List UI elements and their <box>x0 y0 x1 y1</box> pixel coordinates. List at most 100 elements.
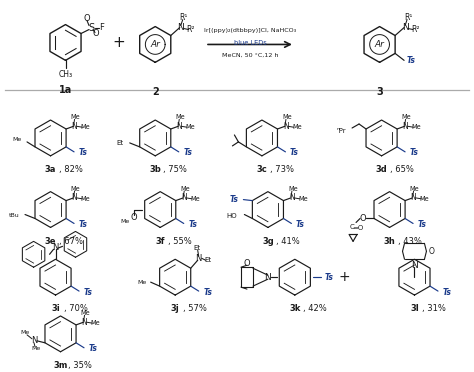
Text: , 55%: , 55% <box>168 237 192 246</box>
Text: 3j: 3j <box>171 305 180 314</box>
Text: 3i: 3i <box>51 305 60 314</box>
Text: Me: Me <box>81 310 91 316</box>
Text: , 73%: , 73% <box>270 165 294 174</box>
Text: , 65%: , 65% <box>390 165 413 174</box>
Text: R¹: R¹ <box>180 13 188 22</box>
Text: N: N <box>82 318 87 327</box>
Text: N: N <box>195 254 202 263</box>
Text: O: O <box>244 259 250 268</box>
Text: 3g: 3g <box>262 237 274 246</box>
Text: MeCN, 50 °C,12 h: MeCN, 50 °C,12 h <box>222 53 278 58</box>
Text: , 75%: , 75% <box>163 165 187 174</box>
Text: C: C <box>350 224 355 230</box>
Text: N: N <box>31 336 37 345</box>
Text: Me: Me <box>185 124 195 130</box>
Text: N: N <box>402 23 409 32</box>
Text: Ts: Ts <box>230 195 239 204</box>
Text: O: O <box>428 247 434 256</box>
Text: 3b: 3b <box>149 165 161 174</box>
Text: Ts: Ts <box>89 344 98 353</box>
Text: +: + <box>112 35 125 50</box>
Text: 1a: 1a <box>59 85 72 95</box>
Text: R¹: R¹ <box>404 13 412 22</box>
Text: Et: Et <box>117 140 124 146</box>
Text: Me: Me <box>298 196 308 202</box>
Text: , 42%: , 42% <box>303 305 327 314</box>
Text: HO: HO <box>227 212 237 218</box>
Text: Me: Me <box>31 346 41 351</box>
Text: blue LEDs: blue LEDs <box>234 41 266 46</box>
Text: , 70%: , 70% <box>64 305 87 314</box>
Text: , 57%: , 57% <box>183 305 207 314</box>
Text: Ts: Ts <box>410 148 419 157</box>
Text: 2: 2 <box>152 87 159 97</box>
Text: 3h: 3h <box>383 237 395 246</box>
Text: Ts: Ts <box>290 148 299 157</box>
Text: 3a: 3a <box>45 165 56 174</box>
Text: N: N <box>182 193 187 202</box>
Text: Ts: Ts <box>79 148 88 157</box>
Text: Ts: Ts <box>324 273 333 282</box>
Text: Me: Me <box>71 186 81 192</box>
Text: , 67%: , 67% <box>58 237 82 246</box>
Text: F: F <box>100 23 104 32</box>
Text: S: S <box>88 23 94 32</box>
Text: Me: Me <box>181 186 190 192</box>
Text: O: O <box>93 29 100 38</box>
Text: O: O <box>360 214 366 223</box>
Text: N: N <box>72 193 77 202</box>
Text: +: + <box>339 270 350 284</box>
Text: 3f: 3f <box>155 237 165 246</box>
Text: Ts: Ts <box>407 56 416 65</box>
Text: Me: Me <box>412 124 421 130</box>
Text: Me: Me <box>420 196 429 202</box>
Text: =O: =O <box>353 225 364 231</box>
Text: Me: Me <box>175 114 185 120</box>
Text: N: N <box>176 122 182 131</box>
Text: 3d: 3d <box>376 165 387 174</box>
Text: Ar: Ar <box>374 40 384 49</box>
Text: N: N <box>403 122 409 131</box>
Text: 3m: 3m <box>54 361 68 370</box>
Text: Me: Me <box>410 186 419 192</box>
Text: Ts: Ts <box>183 148 192 157</box>
Text: Et: Et <box>193 245 201 251</box>
Text: N: N <box>411 261 418 270</box>
Text: Me: Me <box>288 186 298 192</box>
Text: Ts: Ts <box>203 288 212 296</box>
Text: N: N <box>289 193 295 202</box>
Text: N: N <box>177 23 184 32</box>
Text: Me: Me <box>191 196 200 202</box>
Text: 3l: 3l <box>410 305 419 314</box>
Text: Ir[(ppy)₂(dtbbpy)]Cl, NaHCO₃: Ir[(ppy)₂(dtbbpy)]Cl, NaHCO₃ <box>204 28 296 33</box>
Text: N: N <box>72 122 77 131</box>
Text: R²: R² <box>186 25 195 34</box>
Text: Me: Me <box>81 196 91 202</box>
Text: R²: R² <box>411 25 419 34</box>
Text: Ts: Ts <box>418 220 427 229</box>
Text: CH₃: CH₃ <box>58 70 73 79</box>
Text: , 41%: , 41% <box>276 237 300 246</box>
Text: , 31%: , 31% <box>422 305 447 314</box>
Text: , 35%: , 35% <box>69 361 92 370</box>
Text: , 43%: , 43% <box>398 237 421 246</box>
Text: 3k: 3k <box>289 305 301 314</box>
Text: Me: Me <box>13 137 22 142</box>
Text: Ts: Ts <box>188 220 197 229</box>
Text: Me: Me <box>137 280 146 285</box>
Text: 3e: 3e <box>45 237 56 246</box>
Text: 3c: 3c <box>256 165 267 174</box>
Text: Et: Et <box>204 257 211 263</box>
Text: N: N <box>410 193 417 202</box>
Text: Me: Me <box>282 114 292 120</box>
Text: Me: Me <box>71 114 81 120</box>
Text: N: N <box>264 273 271 282</box>
Text: Ts: Ts <box>296 220 305 229</box>
Text: Me: Me <box>292 124 302 130</box>
Text: Me: Me <box>91 320 100 326</box>
Text: ⁿPr: ⁿPr <box>337 128 346 134</box>
Text: Ar: Ar <box>150 40 160 49</box>
Text: Me: Me <box>121 219 130 224</box>
Text: O: O <box>84 14 91 23</box>
Text: , 82%: , 82% <box>58 165 82 174</box>
